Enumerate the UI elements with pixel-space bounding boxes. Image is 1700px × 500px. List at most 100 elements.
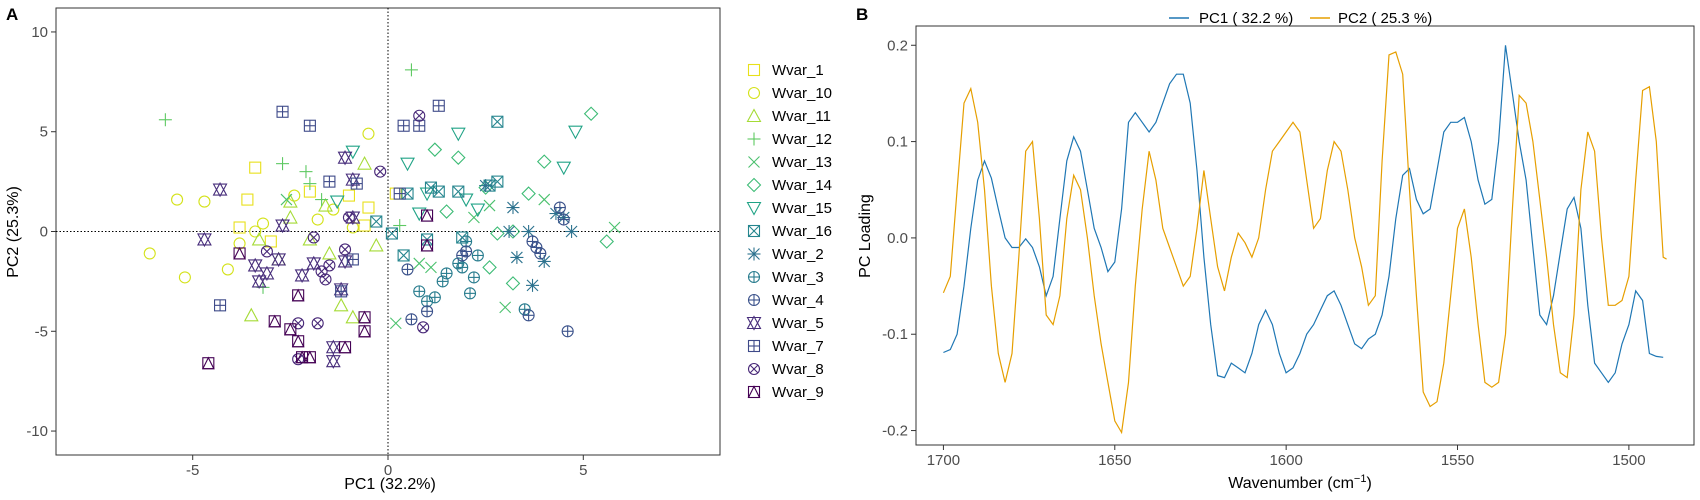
series-wvar-13: [280, 193, 621, 330]
legend-key: [747, 86, 761, 100]
data-point: [599, 234, 615, 249]
legend-key: [746, 177, 762, 193]
legend-key: [747, 224, 761, 238]
data-point: [370, 215, 383, 228]
legend-key: [747, 339, 761, 353]
data-point: [510, 250, 524, 264]
data-point: [249, 161, 262, 174]
data-point: [311, 317, 324, 330]
x-tick-label: 1500: [1612, 452, 1645, 469]
legend-label: Wvar_12: [772, 131, 832, 148]
y-tick-label: 0.1: [887, 134, 908, 151]
series-wvar-15: [329, 125, 583, 222]
legend-item: Wvar_2: [747, 246, 824, 263]
data-point: [456, 261, 469, 274]
data-point: [458, 193, 474, 208]
data-point: [536, 154, 552, 169]
data-point: [491, 175, 504, 188]
series-wvar-8: [260, 109, 430, 366]
data-point: [345, 171, 361, 188]
data-point: [538, 193, 551, 206]
data-point: [276, 105, 289, 118]
legend-label: Wvar_13: [772, 154, 832, 171]
legend-item: Wvar_1: [747, 62, 824, 79]
data-point: [393, 219, 407, 233]
data-point: [327, 203, 340, 216]
data-point: [303, 350, 317, 364]
legend-label: Wvar_1: [772, 62, 824, 79]
data-point: [413, 109, 426, 122]
pca-scatter-chart: -5 0 5 -10 -5 0 5 10: [26, 7, 721, 479]
y-tick-label: 0: [40, 224, 48, 241]
data-point: [499, 301, 512, 314]
line-y-axis-title: PC Loading: [857, 194, 874, 278]
legend-item: Wvar_7: [747, 338, 824, 355]
data-point: [471, 249, 484, 262]
data-point: [294, 267, 310, 284]
data-point: [291, 288, 305, 302]
data-point: [450, 127, 466, 142]
legend-key: [747, 385, 761, 399]
panel-b-label: B: [856, 5, 868, 24]
legend-label: PC1 ( 32.2 %): [1199, 10, 1293, 27]
data-point: [385, 227, 398, 240]
data-point: [321, 245, 337, 260]
data-point: [428, 291, 441, 304]
data-point: [143, 247, 156, 260]
legend-item: Wvar_9: [747, 384, 824, 401]
legend-key: [747, 132, 761, 146]
scatter-y-axis-title: PC2 (25.3%): [5, 186, 22, 278]
data-point: [565, 225, 579, 238]
data-point: [178, 271, 191, 284]
data-point: [275, 217, 290, 234]
data-point: [291, 334, 305, 348]
data-point: [502, 225, 516, 238]
data-point: [557, 213, 570, 226]
data-point: [427, 142, 443, 157]
data-point: [452, 185, 465, 198]
data-point: [401, 263, 414, 276]
legend-item: Wvar_4: [747, 292, 824, 309]
data-point: [404, 63, 418, 77]
data-point: [283, 322, 297, 336]
data-point: [342, 211, 355, 224]
y-tick-label: 10: [31, 24, 48, 41]
data-point: [393, 187, 406, 200]
data-point: [346, 253, 359, 266]
data-point: [325, 339, 341, 355]
data-point: [491, 115, 504, 128]
legend-item: Wvar_16: [747, 223, 832, 240]
legend-item: Wvar_15: [746, 200, 832, 217]
data-point: [482, 260, 497, 275]
data-point: [463, 287, 477, 300]
x-tick-label: -5: [186, 462, 199, 479]
data-point: [421, 305, 434, 318]
data-point: [424, 181, 438, 194]
data-point: [325, 353, 341, 369]
data-point: [397, 119, 410, 132]
data-point: [417, 321, 430, 334]
legend-item: PC2 ( 25.3 %): [1310, 10, 1432, 27]
data-point: [318, 197, 333, 212]
legend-item: PC1 ( 32.2 %): [1169, 10, 1293, 27]
x-tick-label: 1650: [1098, 452, 1131, 469]
data-point: [280, 193, 293, 206]
line-x-axis-title: Wavenumber (cm−1): [1228, 473, 1372, 492]
data-point: [522, 225, 536, 238]
data-point: [158, 113, 172, 127]
data-point: [233, 246, 246, 260]
data-point: [212, 181, 228, 198]
y-tick-label: -10: [26, 423, 48, 440]
data-point: [271, 251, 287, 268]
data-point: [338, 243, 352, 256]
legend-key: [746, 108, 762, 123]
data-point: [411, 207, 427, 222]
data-point: [358, 324, 371, 338]
data-point: [335, 285, 348, 298]
series-wvar-9: [201, 208, 434, 370]
data-point: [233, 221, 246, 234]
data-point: [608, 221, 621, 234]
scatter-x-axis-title: PC1 (32.2%): [344, 476, 436, 493]
legend-item: Wvar_3: [747, 269, 824, 286]
data-point: [400, 157, 415, 172]
